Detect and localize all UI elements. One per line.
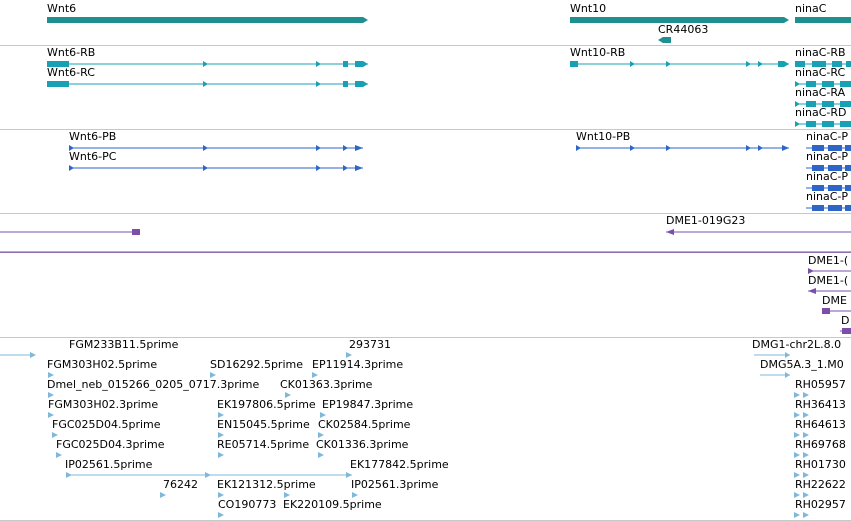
- gene-label-ninac[interactable]: ninaC: [795, 2, 827, 15]
- est-label[interactable]: SD16292.5prime: [210, 358, 303, 371]
- track-separator: [0, 129, 851, 130]
- protein-label-ninac-p2[interactable]: ninaC-P: [806, 150, 849, 163]
- est-label[interactable]: EK121312.5prime: [217, 478, 316, 491]
- protein-wnt6-pc-glyph[interactable]: [69, 165, 363, 171]
- est-label[interactable]: RH36413: [795, 398, 846, 411]
- est-label[interactable]: RH02957: [795, 498, 846, 511]
- protein-label-wnt6-pb[interactable]: Wnt6-PB: [69, 130, 117, 143]
- est-label[interactable]: CO190773: [218, 498, 277, 511]
- protein-label-wnt6-pc[interactable]: Wnt6-PC: [69, 150, 117, 163]
- protein-label-wnt10-pb[interactable]: Wnt10-PB: [576, 130, 631, 143]
- transcript-ninac-rd-glyph[interactable]: [795, 121, 851, 127]
- protein-label-ninac-p3[interactable]: ninaC-P: [806, 170, 849, 183]
- gene-ninac-glyph[interactable]: [795, 17, 851, 23]
- track-separator: [0, 337, 851, 338]
- est-label[interactable]: RE05714.5prime: [217, 438, 310, 451]
- transcript-label-ninac-ra[interactable]: ninaC-RA: [795, 86, 846, 99]
- transcript-ninac-rb-glyph[interactable]: [795, 61, 851, 67]
- transcript-wnt6-rb-glyph[interactable]: [47, 61, 368, 67]
- est-label[interactable]: IP02561.3prime: [351, 478, 439, 491]
- est-label[interactable]: FGM303H02.5prime: [47, 358, 158, 371]
- transcript-wnt10-rb-glyph[interactable]: [570, 61, 789, 67]
- protein-wnt10-pb-glyph[interactable]: [576, 145, 789, 151]
- gene-wnt6-glyph[interactable]: [47, 17, 368, 23]
- est-label[interactable]: CK01363.3prime: [280, 378, 373, 391]
- est-label[interactable]: FGM303H02.3prime: [48, 398, 159, 411]
- clone-label-dme1-019g23[interactable]: DME1-019G23: [666, 214, 746, 227]
- est-label[interactable]: RH05957: [795, 378, 846, 391]
- clone-label-dme-c[interactable]: DME: [822, 294, 847, 307]
- transcript-track: [47, 61, 851, 127]
- est-track: [0, 352, 809, 518]
- transcript-label-ninac-rb[interactable]: ninaC-RB: [795, 46, 846, 59]
- clone-left-glyph[interactable]: [0, 229, 140, 235]
- est-label[interactable]: FGM233B11.5prime: [69, 338, 179, 351]
- gene-label-wnt10[interactable]: Wnt10: [570, 2, 607, 15]
- est-label[interactable]: DMG5A.3_1.M0: [760, 358, 844, 371]
- est-label[interactable]: CK01336.3prime: [316, 438, 409, 451]
- track-separator: [0, 45, 851, 46]
- clone-label-dme1-a[interactable]: DME1-(: [808, 254, 849, 267]
- clone-track: [0, 229, 851, 334]
- transcript-label-wnt10-rb[interactable]: Wnt10-RB: [570, 46, 626, 59]
- est-label[interactable]: RH64613: [795, 418, 846, 431]
- est-label[interactable]: IP02561.5prime: [65, 458, 153, 471]
- est-label[interactable]: RH69768: [795, 438, 846, 451]
- est-label[interactable]: DMG1-chr2L.8.0: [752, 338, 842, 351]
- protein-wnt6-pb-glyph[interactable]: [69, 145, 363, 151]
- protein-label-ninac-p4[interactable]: ninaC-P: [806, 190, 849, 203]
- gene-track: [47, 17, 851, 43]
- est-label[interactable]: FGC025D04.3prime: [56, 438, 165, 451]
- est-label[interactable]: FGC025D04.5prime: [52, 418, 161, 431]
- est-label[interactable]: EN15045.5prime: [217, 418, 310, 431]
- gene-cr44063-glyph[interactable]: [658, 37, 671, 43]
- clone-label-d-d[interactable]: D: [841, 314, 850, 327]
- est-label[interactable]: EK177842.5prime: [350, 458, 449, 471]
- est-label[interactable]: 76242: [163, 478, 198, 491]
- protein-track: [69, 145, 851, 211]
- est-label[interactable]: RH01730: [795, 458, 846, 471]
- est-label[interactable]: 293731: [349, 338, 391, 351]
- transcript-label-wnt6-rc[interactable]: Wnt6-RC: [47, 66, 95, 79]
- est-label[interactable]: CK02584.5prime: [318, 418, 411, 431]
- gene-label-wnt6[interactable]: Wnt6: [47, 2, 77, 15]
- gene-label-cr44063[interactable]: CR44063: [658, 23, 709, 36]
- track-separator: [0, 213, 851, 214]
- clone-dme1-019g23-glyph[interactable]: [666, 229, 851, 235]
- protein-label-ninac-p1[interactable]: ninaC-P: [806, 130, 849, 143]
- est-label[interactable]: EK220109.5prime: [283, 498, 382, 511]
- est-label[interactable]: EP19847.3prime: [322, 398, 414, 411]
- gene-wnt10-glyph[interactable]: [570, 17, 789, 23]
- transcript-ninac-rc-glyph[interactable]: [795, 81, 851, 87]
- protein-ninac-glyph[interactable]: [806, 145, 851, 211]
- clone-right-glyphs[interactable]: [808, 268, 851, 334]
- est-label[interactable]: RH22622: [795, 478, 846, 491]
- transcript-ninac-ra-glyph[interactable]: [795, 101, 851, 107]
- est-label[interactable]: EK197806.5prime: [217, 398, 316, 411]
- transcript-wnt6-rc-glyph[interactable]: [47, 81, 368, 87]
- clone-label-dme1-b[interactable]: DME1-(: [808, 274, 849, 287]
- transcript-label-wnt6-rb[interactable]: Wnt6-RB: [47, 46, 96, 59]
- est-label[interactable]: Dmel_neb_015266_0205_0717.3prime: [47, 378, 260, 391]
- transcript-label-ninac-rd[interactable]: ninaC-RD: [795, 106, 847, 119]
- transcript-label-ninac-rc[interactable]: ninaC-RC: [795, 66, 846, 79]
- est-label[interactable]: EP11914.3prime: [312, 358, 404, 371]
